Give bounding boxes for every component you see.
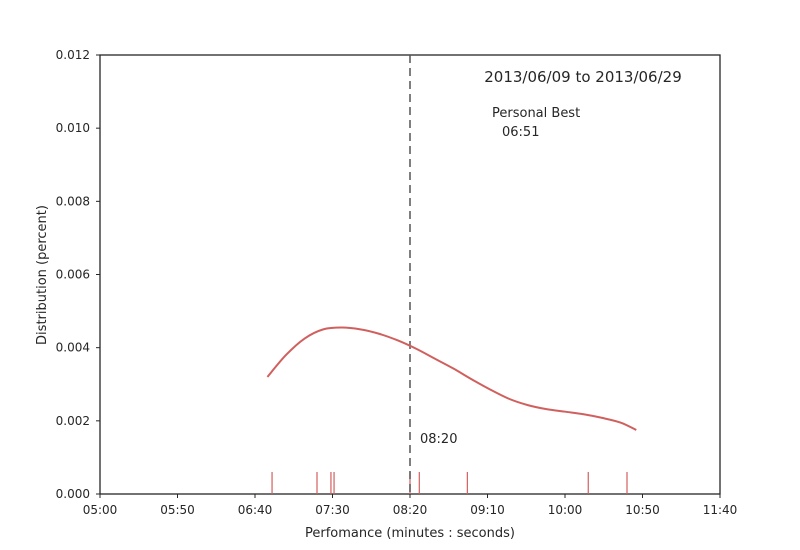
x-axis-ticks: 05:00 05:50 06:40 07:30 08:20 09:10 10:00 10:50… — [83, 494, 738, 517]
x-tick-label: 10:00 — [548, 503, 583, 517]
x-tick-label: 05:50 — [160, 503, 195, 517]
x-tick-label: 08:20 — [393, 503, 428, 517]
x-tick-label: 05:00 — [83, 503, 118, 517]
personal-best-label: Personal Best — [492, 106, 580, 121]
chart-title: 2013/06/09 to 2013/06/29 — [484, 68, 682, 86]
y-tick-label: 0.010 — [56, 121, 90, 135]
x-tick-label: 07:30 — [315, 503, 350, 517]
y-tick-label: 0.006 — [56, 268, 90, 282]
density-curve — [266, 326, 637, 431]
personal-best-value: 06:51 — [502, 125, 539, 140]
y-axis-label: Distribution (percent) — [35, 205, 50, 345]
y-tick-label: 0.008 — [56, 194, 90, 208]
y-tick-label: 0.012 — [56, 48, 90, 62]
y-tick-label: 0.004 — [56, 341, 90, 355]
median-label: 08:20 — [420, 432, 457, 447]
y-axis-ticks: 0.000 0.002 0.004 0.006 0.008 0.010 0.012 — [56, 48, 100, 501]
x-tick-label: 11:40 — [703, 503, 738, 517]
x-tick-label: 10:50 — [625, 503, 660, 517]
y-tick-label: 0.000 — [56, 487, 90, 501]
x-tick-label: 09:10 — [470, 503, 505, 517]
y-tick-label: 0.002 — [56, 414, 90, 428]
x-tick-label: 06:40 — [238, 503, 273, 517]
x-axis-label: Perfomance (minutes : seconds) — [305, 526, 515, 541]
